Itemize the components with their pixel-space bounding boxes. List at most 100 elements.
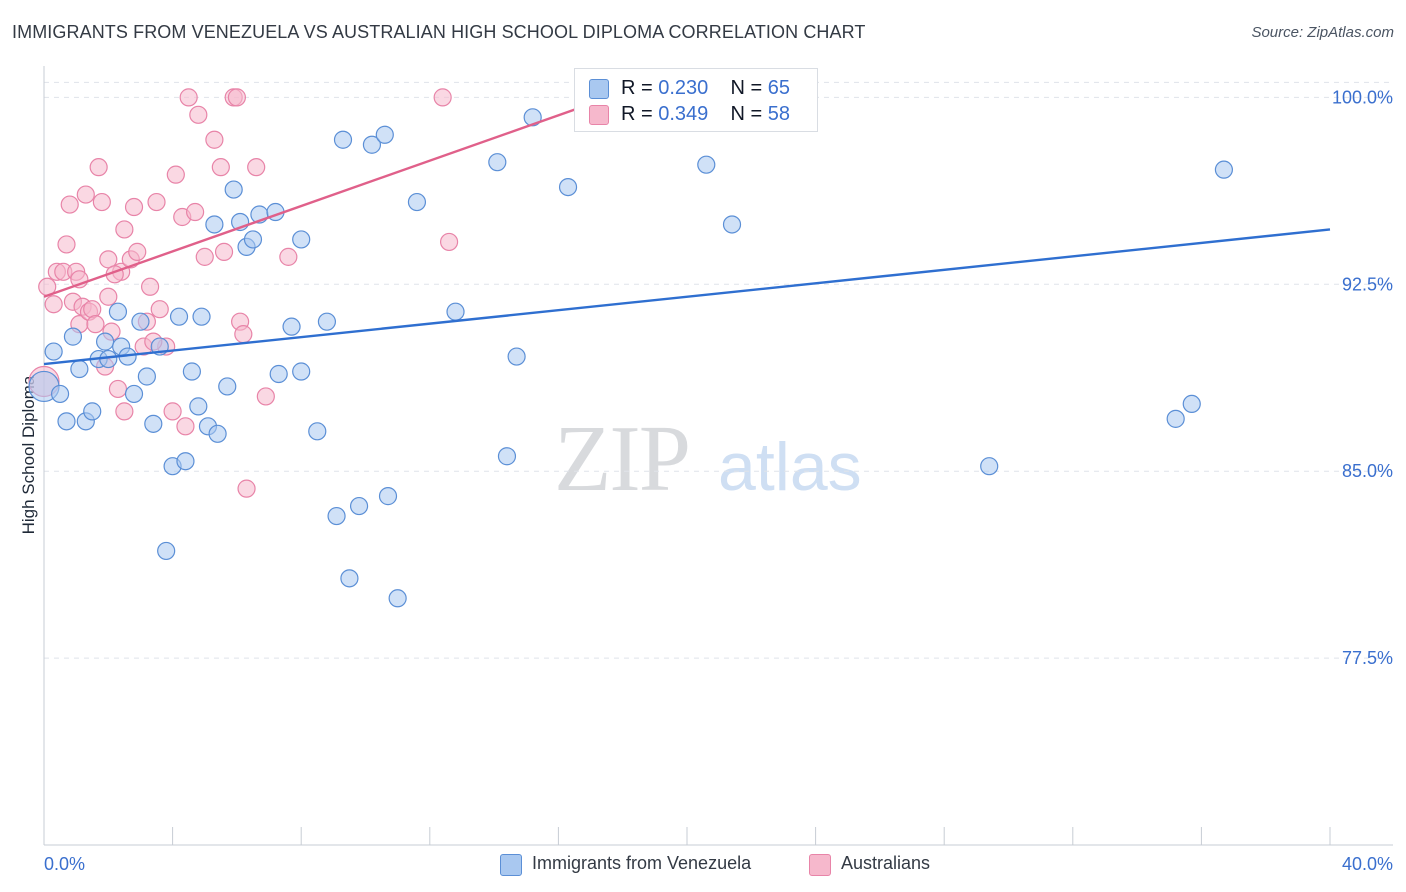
point-venezuela (169, 307, 189, 326)
point-venezuela (388, 589, 407, 608)
point-venezuela (558, 177, 578, 197)
point-australians (150, 300, 169, 319)
point-venezuela (362, 135, 382, 154)
series-legend: Immigrants from Venezuela Australians (0, 852, 1406, 878)
point-australians (115, 220, 134, 239)
point-australians (89, 158, 108, 177)
point-venezuela (137, 367, 156, 386)
point-venezuela (523, 108, 542, 127)
point-australians (166, 165, 185, 184)
point-venezuela (488, 153, 507, 172)
point-venezuela (292, 230, 311, 249)
y-tick-label: 85.0% (1342, 461, 1393, 481)
point-venezuela (378, 487, 398, 506)
point-venezuela (50, 384, 70, 404)
point-venezuela (192, 307, 211, 326)
point-venezuela (407, 192, 427, 212)
axes (43, 66, 1393, 846)
grid (44, 81, 1393, 659)
correlation-legend: R = 0.230 N = 65 R = 0.349 N = 58 (574, 68, 818, 132)
point-venezuela (333, 130, 353, 149)
point-venezuela (327, 506, 346, 526)
point-australians (99, 287, 118, 306)
point-venezuela (1182, 394, 1201, 414)
point-australians (128, 242, 147, 261)
point-venezuela (176, 452, 195, 471)
point-venezuela (308, 422, 327, 441)
point-venezuela (57, 412, 76, 431)
point-venezuela (507, 347, 526, 366)
y-tick-label: 77.5% (1342, 648, 1393, 668)
point-venezuela (1214, 160, 1234, 179)
point-venezuela (375, 125, 394, 144)
legend-swatch-blue (589, 79, 609, 99)
y-tick-label: 92.5% (1342, 274, 1393, 294)
point-australians (189, 105, 208, 124)
point-australians (211, 158, 230, 177)
trend-line-venezuela (43, 228, 1331, 366)
legend-r-label: R = (621, 77, 659, 99)
legend-label-australians: Australians (841, 853, 931, 873)
point-australians (76, 185, 95, 204)
x-tick-label-max: 40.0% (1342, 854, 1393, 874)
legend-swatch-blue (500, 854, 522, 876)
point-australians (147, 192, 166, 212)
point-australians (247, 158, 266, 177)
legend-r-value: 0.349 (658, 103, 709, 125)
point-australians (86, 315, 105, 334)
legend-n-label: N = (730, 77, 768, 99)
point-venezuela (722, 215, 742, 234)
point-venezuela (189, 397, 208, 416)
point-australians (163, 402, 182, 421)
point-venezuela (83, 402, 102, 421)
point-venezuela (95, 332, 115, 351)
point-australians (205, 130, 224, 149)
x-tick-label-min: 0.0% (44, 854, 85, 874)
point-australians (99, 250, 118, 269)
watermark-atlas: atlas (718, 429, 862, 505)
point-australians (227, 88, 246, 107)
point-australians (179, 88, 198, 107)
point-venezuela (497, 447, 517, 466)
legend-n-label: N = (730, 103, 768, 125)
legend-n-value: 65 (767, 77, 791, 99)
point-australians (140, 277, 160, 296)
point-venezuela (340, 569, 359, 588)
point-australians (92, 192, 111, 212)
point-venezuela (208, 424, 227, 443)
point-venezuela (63, 327, 83, 346)
point-venezuela (144, 414, 163, 433)
point-australians (439, 232, 459, 252)
point-venezuela (70, 359, 89, 379)
point-venezuela (349, 496, 369, 516)
source-label: Source: ZipAtlas.com (1251, 24, 1394, 41)
point-australians (57, 235, 76, 254)
point-venezuela (157, 541, 176, 561)
point-venezuela (317, 312, 337, 331)
point-australians (256, 387, 275, 406)
point-australians (234, 325, 253, 344)
legend-n-value: 58 (767, 103, 791, 125)
y-tick-labels: 77.5% 85.0% 92.5% 100.0% (1332, 87, 1393, 668)
legend-r-value: 0.230 (658, 77, 709, 99)
point-venezuela (1166, 409, 1185, 428)
point-australians (115, 402, 134, 421)
point-venezuela (243, 230, 263, 249)
data-points (28, 88, 1234, 608)
point-venezuela (282, 317, 301, 336)
x-tick-labels: 0.0% 40.0% (44, 854, 1393, 874)
point-australians (237, 479, 256, 498)
point-venezuela (292, 362, 311, 381)
point-venezuela (44, 342, 63, 361)
point-australians (279, 247, 298, 266)
point-australians (186, 202, 205, 222)
watermark: ZIP atlas (554, 407, 862, 511)
point-venezuela (697, 155, 716, 174)
point-venezuela (108, 302, 128, 321)
point-venezuela (124, 384, 144, 404)
watermark-zip: ZIP (554, 407, 689, 511)
point-venezuela (269, 364, 288, 384)
point-australians (83, 300, 102, 319)
point-venezuela (224, 180, 243, 199)
